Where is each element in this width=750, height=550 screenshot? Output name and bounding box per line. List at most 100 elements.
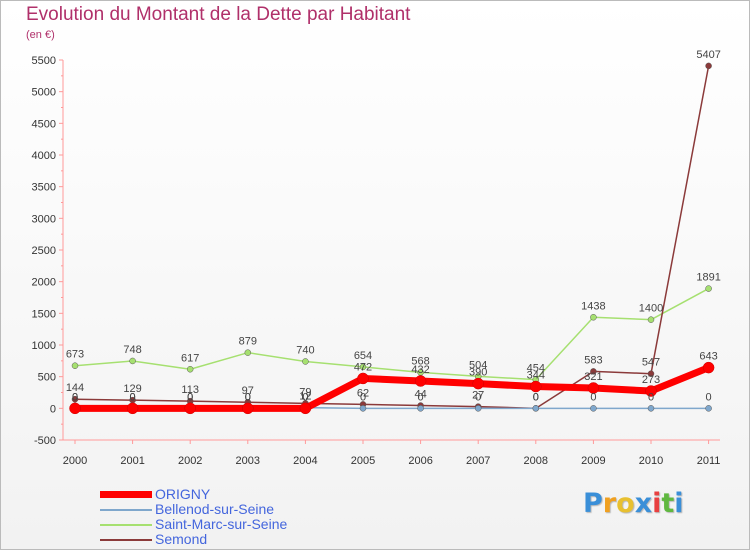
- data-label: 0: [706, 391, 712, 403]
- data-point: [302, 358, 309, 365]
- data-label: 0: [130, 391, 136, 403]
- data-point: [129, 357, 136, 365]
- data-point: [71, 362, 79, 369]
- x-tick-label: 2004: [293, 455, 317, 467]
- data-point: [299, 402, 312, 415]
- data-point: [532, 405, 540, 412]
- logo-letter: i: [674, 488, 684, 519]
- data-point: [359, 405, 367, 412]
- data-label: 273: [642, 374, 660, 386]
- x-tick-label: 2010: [639, 455, 663, 467]
- y-tick-label: 3500: [32, 182, 56, 194]
- data-label: 1438: [581, 300, 605, 312]
- data-point: [647, 370, 655, 377]
- data-label: 144: [66, 382, 84, 394]
- data-label: 79: [299, 386, 311, 398]
- data-point: [645, 385, 657, 397]
- data-point: [71, 395, 79, 403]
- legend-label: ORIGNY: [155, 486, 211, 502]
- data-point: [414, 375, 427, 387]
- x-tick-label: 2002: [178, 455, 202, 467]
- data-label: 654: [354, 350, 372, 362]
- data-label: 1400: [639, 303, 663, 315]
- y-tick-label: 3000: [32, 213, 56, 225]
- data-point: [587, 382, 600, 394]
- data-label: 504: [469, 359, 487, 371]
- data-point: [590, 368, 597, 375]
- logo-letter: i: [652, 488, 662, 519]
- y-tick-label: 2000: [32, 277, 56, 289]
- x-tick-label: 2007: [466, 455, 490, 467]
- legend-swatch: [100, 524, 152, 526]
- data-label: 44: [414, 389, 426, 401]
- data-label: 27: [472, 390, 484, 402]
- data-point: [357, 372, 369, 385]
- proxiti-logo: Proxiti: [583, 488, 684, 519]
- data-point: [472, 377, 484, 390]
- data-label: 0: [533, 391, 539, 403]
- chart-subtitle: (en €): [26, 29, 55, 41]
- data-label: 62: [357, 387, 369, 399]
- legend-label: Bellenod-sur-Seine: [155, 501, 275, 517]
- y-tick-label: 1000: [32, 340, 56, 352]
- data-label: 454: [527, 363, 545, 375]
- y-tick-label: -500: [34, 435, 56, 447]
- data-label: 113: [181, 384, 199, 396]
- data-label: 1891: [696, 272, 720, 284]
- data-label: 0: [360, 391, 366, 403]
- data-point: [184, 402, 196, 415]
- data-label: 0: [72, 391, 78, 403]
- data-point: [702, 361, 715, 374]
- logo-letter: x: [634, 488, 653, 519]
- data-label: 129: [123, 383, 141, 395]
- data-point: [417, 405, 424, 412]
- data-point: [244, 349, 252, 356]
- logo-letter: P: [583, 488, 603, 519]
- x-tick-label: 2000: [63, 455, 87, 467]
- data-label: 472: [354, 361, 372, 373]
- data-label: 643: [699, 351, 717, 363]
- logo-letter: t: [661, 488, 675, 519]
- legend-swatch: [100, 539, 152, 541]
- data-label: 740: [296, 344, 314, 356]
- data-label: 0: [130, 391, 136, 403]
- data-label: 0: [245, 391, 251, 403]
- data-label: 583: [584, 354, 602, 366]
- data-label: 97: [242, 385, 254, 397]
- legend-swatch: [100, 509, 152, 511]
- data-point: [474, 405, 482, 412]
- logo-letter: r: [602, 488, 617, 519]
- data-label: 0: [302, 391, 308, 403]
- y-tick-label: 500: [38, 372, 56, 384]
- data-label: 0: [533, 391, 539, 403]
- data-point: [359, 363, 367, 371]
- data-label: 432: [411, 364, 429, 376]
- data-point: [186, 366, 194, 373]
- data-label: 547: [642, 357, 660, 369]
- chart-title: Evolution du Montant de la Dette par Hab…: [26, 4, 411, 25]
- data-point: [69, 402, 81, 415]
- data-point: [647, 316, 655, 323]
- data-point: [242, 402, 254, 415]
- data-label: 0: [648, 391, 654, 403]
- data-label: 0: [475, 391, 481, 403]
- legend-swatch: [100, 491, 152, 498]
- data-label: 0: [590, 391, 596, 403]
- data-point: [590, 314, 597, 321]
- series-line-saint-marc-sur-seine: [74, 287, 709, 381]
- series-line-origny: [75, 364, 710, 412]
- y-tick-label: 4500: [32, 118, 56, 130]
- data-label: 568: [411, 355, 429, 367]
- data-point: [590, 405, 597, 412]
- data-label: 0: [187, 391, 193, 403]
- x-tick-label: 2005: [351, 455, 375, 467]
- data-label: 0: [187, 391, 193, 403]
- data-label: 673: [66, 349, 84, 361]
- data-point: [647, 405, 655, 412]
- data-label: 879: [239, 336, 257, 348]
- legend-label: Semond: [155, 531, 208, 547]
- legend-label: Saint-Marc-sur-Seine: [155, 516, 288, 532]
- data-point: [126, 402, 139, 415]
- data-label: 0: [418, 391, 424, 403]
